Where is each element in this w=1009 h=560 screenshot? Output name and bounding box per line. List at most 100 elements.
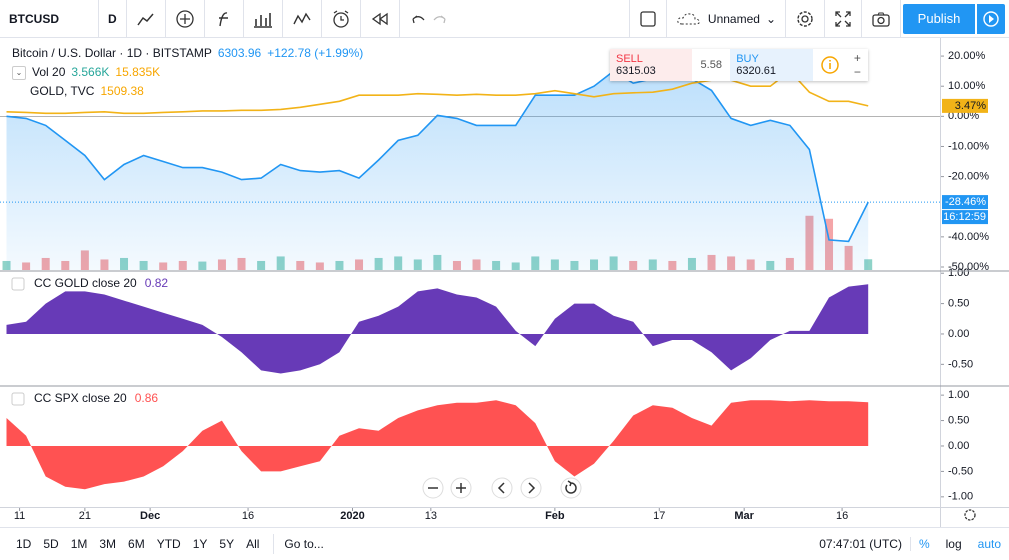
y-tick-label: 0.00	[948, 440, 969, 452]
buy-button[interactable]: BUY 6320.61	[730, 49, 813, 81]
volume-name: Vol 20	[32, 65, 66, 79]
range-button[interactable]: 1Y	[192, 537, 208, 551]
icon-bar-style[interactable]	[127, 0, 166, 38]
y-tick-label: 0.50	[948, 297, 969, 309]
axis-settings[interactable]	[964, 509, 976, 521]
bottom-toolbar: 1D 5D 1M 3M 6M YTD 1Y 5Y All Go to... 07:47:01 (…	[0, 527, 1009, 560]
icon-financials[interactable]	[244, 0, 283, 38]
sell-label: SELL	[616, 53, 643, 65]
price-area	[6, 71, 869, 270]
icon-settings[interactable]	[786, 0, 825, 38]
y-tick-label: -1.00	[948, 491, 973, 503]
spread: 5.58	[700, 59, 722, 71]
y-tick-label: -0.50	[948, 465, 973, 477]
range-button[interactable]: 1D	[16, 537, 32, 551]
pane-title: CC GOLD close 20	[34, 276, 137, 290]
zoom-controls	[422, 477, 582, 499]
x-tick-label: 13	[425, 510, 437, 522]
publish-button[interactable]: Publish	[903, 3, 975, 34]
y-tick-label: 0.00%	[948, 110, 979, 122]
chart-area: 20.00% 10.00% 0.00% -10.00% -20.00% -40.00% -5…	[0, 38, 1009, 527]
y-tick-label: 10.00%	[948, 80, 986, 92]
interval-button[interactable]: D	[99, 0, 127, 38]
volume-ma: 15.835K	[115, 65, 161, 79]
x-tick-label: 11	[14, 510, 25, 522]
range-button[interactable]: YTD	[156, 537, 181, 551]
price-change: +122.78 (+1.99%)	[267, 46, 364, 60]
auto-toggle[interactable]: auto	[977, 537, 1001, 551]
icon-undo[interactable]	[400, 0, 458, 38]
symbol-title: Bitcoin / U.S. Dollar · 1D · BITSTAMP	[12, 46, 212, 60]
icon-compare[interactable]	[166, 0, 205, 38]
volume-value: 3.566K	[71, 65, 110, 79]
y-tick-label: 0.50	[948, 414, 969, 426]
range-button[interactable]: 6M	[128, 537, 145, 551]
countdown-label: 16:12:59	[943, 211, 986, 223]
icon-alert[interactable]	[322, 0, 361, 38]
icon-fullscreen-toggle[interactable]	[628, 0, 667, 38]
range-button[interactable]: 5D	[43, 537, 59, 551]
info-button[interactable]	[813, 49, 847, 81]
x-tick-label: 2020	[340, 510, 364, 522]
buy-price: 6320.61	[736, 65, 776, 77]
y-tick-label: -50.00%	[948, 261, 989, 273]
symbol-button[interactable]: BTCUSD	[0, 0, 99, 38]
icon-expand[interactable]	[825, 0, 862, 38]
icon-templates[interactable]	[283, 0, 322, 38]
publish-menu[interactable]	[977, 3, 1005, 34]
pane-legend: CC SPX close 20 0.86	[11, 391, 159, 406]
last-price-label-bg	[942, 195, 988, 210]
compare-last-label: 3.47%	[955, 100, 986, 112]
trade-size-controls[interactable]: + −	[853, 51, 861, 79]
y-tick-label: 20.00%	[948, 50, 986, 62]
x-tick-label: Dec	[140, 510, 160, 522]
range-button[interactable]: All	[246, 537, 260, 551]
y-tick-label: 0.00	[948, 328, 969, 340]
x-tick-label: Mar	[734, 510, 754, 522]
range-button[interactable]: 5Y	[219, 537, 235, 551]
icon-indicators[interactable]	[205, 0, 244, 38]
range-button[interactable]: 1M	[70, 537, 88, 551]
pane-last-value: 0.82	[145, 276, 169, 290]
pane-title: CC SPX close 20	[34, 391, 127, 405]
price-line	[6, 70, 869, 243]
x-tick-label: 16	[836, 510, 848, 522]
clock: 07:47:01 (UTC)	[811, 537, 911, 551]
last-price-label: -28.46%	[945, 196, 986, 208]
x-tick-label: 16	[242, 510, 254, 522]
legend: Bitcoin / U.S. Dollar · 1D · BITSTAMP 630…	[12, 44, 363, 101]
buy-label: BUY	[736, 53, 759, 65]
goto-button[interactable]: Go to...	[273, 534, 324, 554]
last-price: 6303.96	[217, 46, 262, 60]
compare-last-label-bg	[942, 98, 988, 113]
gold-name: GOLD, TVC	[30, 84, 95, 98]
y-tick-label: 1.00	[948, 389, 969, 401]
icon-snapshot[interactable]	[862, 0, 901, 38]
y-tick-label: 1.00	[948, 267, 969, 279]
y-tick-label: -40.00%	[948, 231, 989, 243]
pane-last-value: 0.86	[135, 391, 159, 405]
x-tick-label: Feb	[545, 510, 565, 522]
icon-replay[interactable]	[361, 0, 400, 38]
y-tick-label: -10.00%	[948, 140, 989, 152]
reset-chart[interactable]	[560, 477, 582, 499]
percent-toggle[interactable]: %	[918, 537, 930, 551]
scroll-left[interactable]	[491, 477, 513, 499]
x-tick-label: 21	[79, 510, 91, 522]
sell-button[interactable]: SELL 6315.03	[610, 49, 693, 81]
scroll-right[interactable]	[520, 477, 542, 499]
trade-widget: SELL 6315.03 5.58 BUY 6320.61 + −	[610, 49, 868, 81]
countdown-label-bg	[942, 210, 988, 225]
layout-button[interactable]: Unnamed ⌄	[667, 0, 786, 38]
y-tick-label: -20.00%	[948, 171, 989, 183]
gold-value: 1509.38	[100, 84, 144, 98]
collapse-toggle	[11, 277, 25, 291]
y-tick-label: -0.50	[948, 358, 973, 370]
log-toggle[interactable]: log	[945, 537, 962, 551]
sell-price: 6315.03	[616, 65, 656, 77]
x-tick-label: 17	[653, 510, 665, 522]
layout-name: Unnamed	[707, 11, 760, 26]
pane-legend: CC GOLD close 20 0.82	[11, 276, 169, 291]
range-button[interactable]: 3M	[99, 537, 117, 551]
